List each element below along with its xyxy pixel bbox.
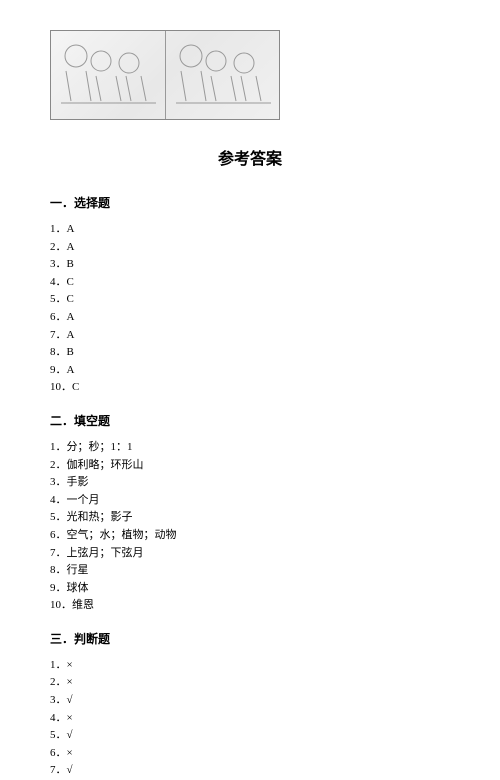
answer-item: 10．C: [50, 379, 450, 397]
section-2: 二．填空题 1．分；秒；1：1 2．伽利略；环形山 3．手影 4．一个月 5．光…: [50, 412, 450, 615]
answer-item: 4．一个月: [50, 492, 450, 510]
answer-item: 8．行星: [50, 562, 450, 580]
answer-item: 6．×: [50, 745, 450, 763]
section-heading-fill: 二．填空题: [50, 412, 450, 429]
answer-item: 5．√: [50, 727, 450, 745]
answer-item: 3．手影: [50, 474, 450, 492]
section-heading-choice: 一．选择题: [50, 194, 450, 211]
illustration-image: [50, 30, 280, 120]
answer-item: 2．伽利略；环形山: [50, 457, 450, 475]
choice-answer-list: 1．A 2．A 3．B 4．C 5．C 6．A 7．A 8．B 9．A 10．C: [50, 221, 450, 397]
answer-item: 7．√: [50, 762, 450, 780]
answer-item: 4．×: [50, 710, 450, 728]
answer-item: 2．×: [50, 674, 450, 692]
answer-item: 5．光和热；影子: [50, 509, 450, 527]
section-1: 一．选择题 1．A 2．A 3．B 4．C 5．C 6．A 7．A 8．B 9．…: [50, 194, 450, 397]
answer-item: 9．A: [50, 362, 450, 380]
answer-item: 7．A: [50, 327, 450, 345]
answer-item: 10．维恩: [50, 597, 450, 615]
answer-item: 3．√: [50, 692, 450, 710]
students-sketch-svg: [51, 31, 280, 120]
answer-item: 4．C: [50, 274, 450, 292]
answer-item: 2．A: [50, 239, 450, 257]
answer-item: 3．B: [50, 256, 450, 274]
answer-item: 1．A: [50, 221, 450, 239]
judge-answer-list: 1．× 2．× 3．√ 4．× 5．√ 6．× 7．√: [50, 657, 450, 780]
answer-item: 9．球体: [50, 580, 450, 598]
answer-item: 7．上弦月；下弦月: [50, 545, 450, 563]
page-title: 参考答案: [50, 145, 450, 169]
answer-item: 1．分；秒；1：1: [50, 439, 450, 457]
answer-item: 8．B: [50, 344, 450, 362]
answer-item: 6．A: [50, 309, 450, 327]
answer-item: 6．空气；水；植物；动物: [50, 527, 450, 545]
answer-item: 5．C: [50, 291, 450, 309]
section-heading-judge: 三．判断题: [50, 630, 450, 647]
answer-item: 1．×: [50, 657, 450, 675]
section-3: 三．判断题 1．× 2．× 3．√ 4．× 5．√ 6．× 7．√: [50, 630, 450, 780]
fill-answer-list: 1．分；秒；1：1 2．伽利略；环形山 3．手影 4．一个月 5．光和热；影子 …: [50, 439, 450, 615]
